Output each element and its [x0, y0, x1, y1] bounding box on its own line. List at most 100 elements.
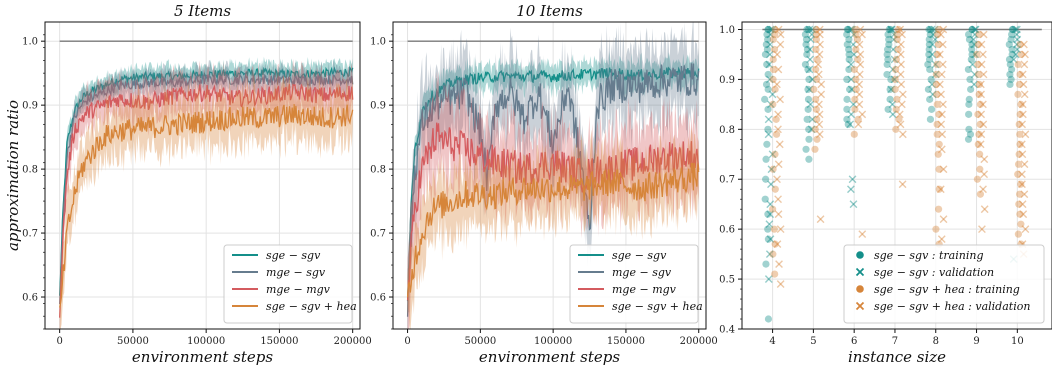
- scatter-point: [805, 125, 813, 133]
- scatter-point: [772, 130, 781, 138]
- y-tick-label: 1.0: [719, 25, 735, 36]
- scatter-point: [924, 60, 932, 69]
- scatter-point: [892, 55, 901, 64]
- scatter-point: [927, 105, 936, 113]
- scatter-point: [938, 130, 947, 139]
- series-line: [406, 63, 700, 317]
- scatter-point: [1021, 50, 1029, 59]
- scatter-point: [937, 120, 946, 129]
- scatter-point: [926, 95, 934, 103]
- scatter-point: [845, 65, 853, 74]
- x-tick-label: 0: [56, 336, 62, 347]
- series-line: [406, 162, 700, 298]
- scatter-point: [1016, 210, 1024, 218]
- scatter-point: [975, 90, 983, 98]
- scatter-point: [970, 70, 979, 79]
- scatter-point: [928, 40, 937, 49]
- scatter-point: [764, 85, 772, 93]
- y-tick-label: 0.6: [719, 225, 735, 236]
- scatter-point: [773, 80, 781, 89]
- scatter-point: [977, 90, 985, 99]
- scatter-point: [844, 25, 852, 34]
- scatter-point: [976, 120, 984, 128]
- scatter-point: [1015, 80, 1024, 88]
- scatter-point: [968, 25, 976, 34]
- scatter-point: [1012, 40, 1021, 49]
- scatter-point: [764, 275, 773, 283]
- scatter-point: [847, 110, 856, 119]
- scatter-point: [980, 170, 989, 179]
- scatter-point: [1005, 40, 1013, 49]
- scatter-point: [770, 45, 779, 54]
- scatter-point: [928, 80, 936, 89]
- scatter-point: [761, 95, 769, 103]
- scatter-point: [895, 25, 903, 34]
- legend-label: sge − sgv: [266, 249, 321, 262]
- scatter-point: [805, 25, 814, 34]
- series-line: [59, 83, 354, 318]
- x-tick-label: 100000: [534, 336, 572, 347]
- scatter-point: [937, 235, 946, 244]
- scatter-point: [764, 25, 772, 34]
- scatter-point: [929, 30, 938, 39]
- scatter-point: [771, 185, 779, 193]
- scatter-point: [979, 100, 987, 109]
- scatter-point: [812, 65, 820, 74]
- scatter-point: [803, 25, 811, 34]
- scatter-point: [939, 215, 948, 224]
- scatter-point: [764, 25, 773, 34]
- scatter-point: [1014, 230, 1022, 238]
- axes-frame: [741, 21, 1052, 330]
- scatter-point: [933, 60, 941, 69]
- scatter-point: [928, 50, 937, 59]
- scatter-point: [764, 210, 772, 218]
- x-tick-label: 0: [404, 336, 410, 347]
- scatter-point: [965, 35, 974, 44]
- plot-area: [59, 56, 354, 329]
- scatter-point: [845, 50, 853, 59]
- scatter-point: [896, 25, 905, 34]
- scatter-point: [764, 130, 773, 139]
- scatter-point: [974, 40, 982, 49]
- scatter-point: [1014, 160, 1023, 168]
- scatter-point: [888, 100, 897, 109]
- y-tick-label: 0.8: [22, 165, 38, 176]
- scatter-point: [1018, 170, 1026, 179]
- scatter-point: [806, 35, 815, 44]
- scatter-point: [804, 95, 813, 103]
- scatter-point: [978, 225, 986, 234]
- scatter-point: [1020, 90, 1029, 99]
- y-tick-label: 0.9: [719, 75, 735, 86]
- legend-item: mge − sgv: [232, 266, 326, 279]
- legend-item: sge − sgv + hea: [578, 300, 703, 313]
- scatter-point: [806, 55, 814, 64]
- legend: sge − sgv mge − sgv mge − mgv sge − sgv + h…: [569, 244, 703, 324]
- scatter-point: [856, 25, 865, 34]
- scatter-point: [1008, 45, 1016, 54]
- series-line: [59, 66, 354, 296]
- scatter-point: [1014, 90, 1022, 98]
- scatter-point: [1018, 180, 1026, 189]
- scatter-point: [885, 40, 893, 49]
- scatter-point: [845, 35, 853, 44]
- scatter-point: [776, 95, 785, 104]
- scatter-point: [771, 25, 779, 34]
- scatter-point: [965, 125, 973, 133]
- scatter-point: [1019, 110, 1027, 119]
- scatter-point: [812, 95, 820, 103]
- scatter-point: [774, 65, 783, 74]
- scatter-point: [856, 60, 865, 69]
- scatter-point: [769, 165, 777, 173]
- x-tick-label: 4: [769, 336, 775, 347]
- scatter-point: [766, 210, 775, 219]
- y-tick-label: 0.5: [719, 275, 735, 286]
- scatter-point: [808, 75, 817, 84]
- chart-panel-5-items: 0 50000 100000 150000 200000 0.6 0.7 0.8 0.9 1.0 5…: [4, 2, 372, 366]
- scatter-point: [888, 110, 897, 119]
- scatter-point: [764, 70, 772, 79]
- scatter-point: [807, 30, 816, 39]
- scatter-point: [926, 30, 934, 39]
- legend-label: sge − sgv + hea : training: [874, 283, 1020, 296]
- x-tick-label: 10: [1011, 336, 1024, 347]
- scatter-point: [775, 140, 784, 149]
